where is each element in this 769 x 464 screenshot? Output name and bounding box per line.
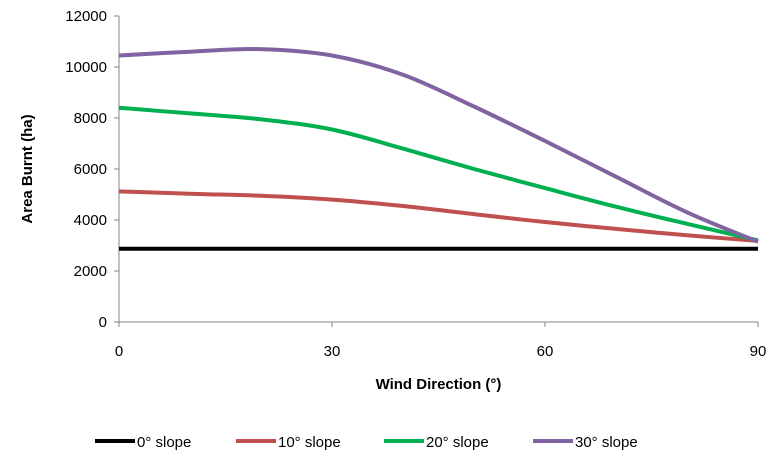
y-tick-label: 4000 [74, 212, 107, 229]
y-tick-label: 12000 [65, 8, 107, 25]
y-tick-label: 8000 [74, 110, 107, 127]
x-tick-label: 60 [537, 343, 554, 360]
series-line-1 [118, 189, 759, 243]
x-tick-label: 90 [750, 343, 767, 360]
x-tick-label: 30 [324, 343, 341, 360]
x-axis-title: Wind Direction (°) [376, 376, 502, 393]
y-tick-label: 10000 [65, 59, 107, 76]
legend-label-3: 30° slope [575, 434, 638, 451]
legend: 0° slope 10° slope 20° slope 30° slope [95, 434, 638, 451]
legend-label-2: 20° slope [426, 434, 489, 451]
legend-label-0: 0° slope [137, 434, 191, 451]
x-tick-label: 0 [115, 343, 123, 360]
y-tick-label: 2000 [74, 263, 107, 280]
y-tick-label: 0 [99, 314, 107, 331]
legend-label-1: 10° slope [278, 434, 341, 451]
series-line-2 [118, 105, 759, 243]
y-axis-title: Area Burnt (ha) [19, 114, 36, 223]
axes: 0 2000 4000 6000 8000 10000 12000 0 30 60 90 [65, 8, 766, 360]
y-tick-label: 6000 [74, 161, 107, 178]
series-lines [118, 46, 759, 251]
series-line-3 [118, 46, 759, 244]
